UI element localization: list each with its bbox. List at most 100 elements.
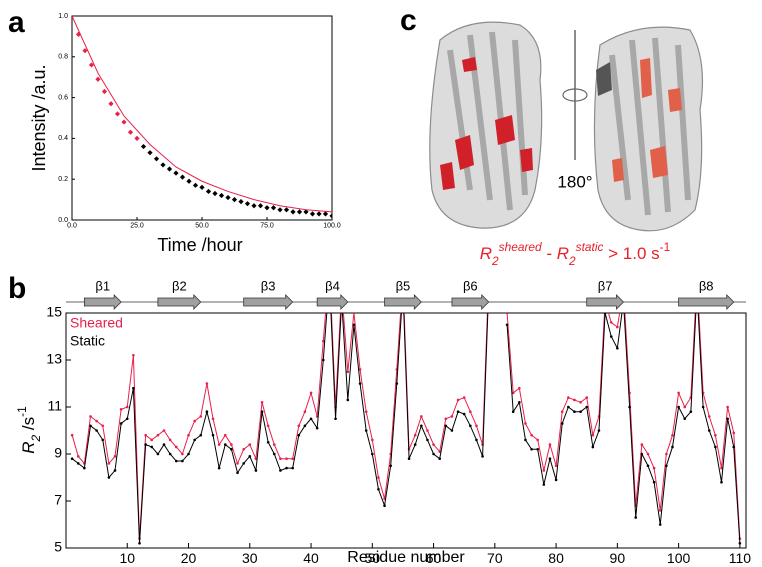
- marker: [270, 205, 277, 211]
- series: [70, 288, 742, 545]
- marker: [82, 48, 88, 54]
- marker: [186, 178, 192, 184]
- marker: [242, 448, 245, 451]
- marker: [542, 483, 546, 486]
- marker: [260, 410, 264, 414]
- marker: [469, 424, 472, 428]
- marker: [199, 433, 203, 437]
- marker: [364, 410, 368, 414]
- protein-structure-left: [429, 21, 543, 229]
- marker: [475, 424, 478, 428]
- marker: [127, 129, 134, 135]
- marker: [548, 443, 552, 446]
- marker: [162, 429, 166, 432]
- marker: [211, 417, 215, 421]
- marker: [377, 487, 380, 491]
- marker: [296, 209, 303, 215]
- marker: [579, 401, 582, 404]
- marker: [322, 211, 329, 217]
- marker: [720, 480, 723, 484]
- marker: [554, 464, 558, 468]
- marker: [689, 410, 693, 414]
- marker: [671, 433, 674, 437]
- y-tick-label: 5: [54, 539, 62, 555]
- y-tick-label: 0.2: [58, 176, 68, 183]
- marker: [140, 143, 147, 150]
- marker: [707, 429, 711, 432]
- marker: [95, 429, 98, 432]
- marker: [456, 398, 460, 402]
- marker: [352, 313, 356, 315]
- marker: [279, 469, 282, 472]
- label-part: 2: [568, 254, 576, 268]
- marker: [640, 443, 644, 446]
- marker: [340, 288, 343, 291]
- rotation-symbol: [562, 30, 588, 160]
- marker: [174, 459, 178, 463]
- marker: [505, 313, 509, 315]
- marker: [511, 391, 515, 395]
- marker: [266, 440, 270, 444]
- marker: [70, 433, 74, 437]
- x-tick-label: 110: [729, 550, 752, 566]
- marker: [548, 457, 552, 461]
- marker: [290, 209, 296, 215]
- marker: [193, 419, 196, 423]
- y-tick-label: 15: [46, 304, 62, 320]
- marker: [205, 410, 209, 414]
- marker: [251, 203, 257, 209]
- x-tick-label: 10: [119, 550, 135, 566]
- marker: [108, 101, 114, 107]
- marker: [218, 192, 225, 199]
- protein-structure-right: [593, 26, 704, 232]
- marker: [168, 452, 172, 456]
- marker: [114, 111, 121, 117]
- marker: [156, 452, 160, 456]
- marker: [121, 119, 127, 125]
- marker: [530, 448, 533, 451]
- x-tick-label: 80: [548, 550, 564, 566]
- marker: [264, 205, 270, 211]
- marker: [389, 464, 392, 468]
- marker: [316, 211, 322, 217]
- marker: [640, 452, 644, 456]
- marker: [487, 288, 490, 291]
- marker: [665, 452, 668, 456]
- marker: [283, 207, 290, 213]
- strand-arrow: [316, 294, 349, 310]
- marker: [179, 174, 186, 180]
- marker: [242, 462, 245, 465]
- marker: [309, 417, 313, 421]
- marker: [456, 410, 460, 414]
- marker: [187, 452, 190, 456]
- label-part: -1: [15, 406, 29, 417]
- marker: [329, 213, 332, 219]
- marker: [609, 321, 613, 324]
- marker: [646, 452, 650, 456]
- marker: [738, 542, 742, 545]
- rotation-label: 180°: [557, 172, 592, 191]
- marker: [309, 211, 316, 217]
- marker: [248, 443, 252, 446]
- marker: [726, 417, 729, 421]
- panel-letter: c: [400, 4, 417, 37]
- marker: [701, 405, 705, 409]
- marker: [377, 476, 380, 479]
- marker: [358, 368, 362, 371]
- marker: [95, 419, 98, 423]
- series: [140, 143, 332, 219]
- strand-label: β7: [598, 278, 613, 293]
- marker: [223, 433, 227, 437]
- marker: [89, 415, 92, 418]
- marker: [168, 438, 172, 442]
- marker: [328, 265, 331, 268]
- strand-arrow: [83, 294, 122, 310]
- marker: [321, 339, 325, 343]
- marker: [101, 438, 105, 442]
- y-tick-label: 0.0: [58, 217, 68, 224]
- marker: [321, 358, 325, 362]
- marker: [132, 354, 135, 357]
- marker: [524, 422, 527, 425]
- x-tick-label: 90: [610, 550, 626, 566]
- strand-arrow: [157, 294, 202, 310]
